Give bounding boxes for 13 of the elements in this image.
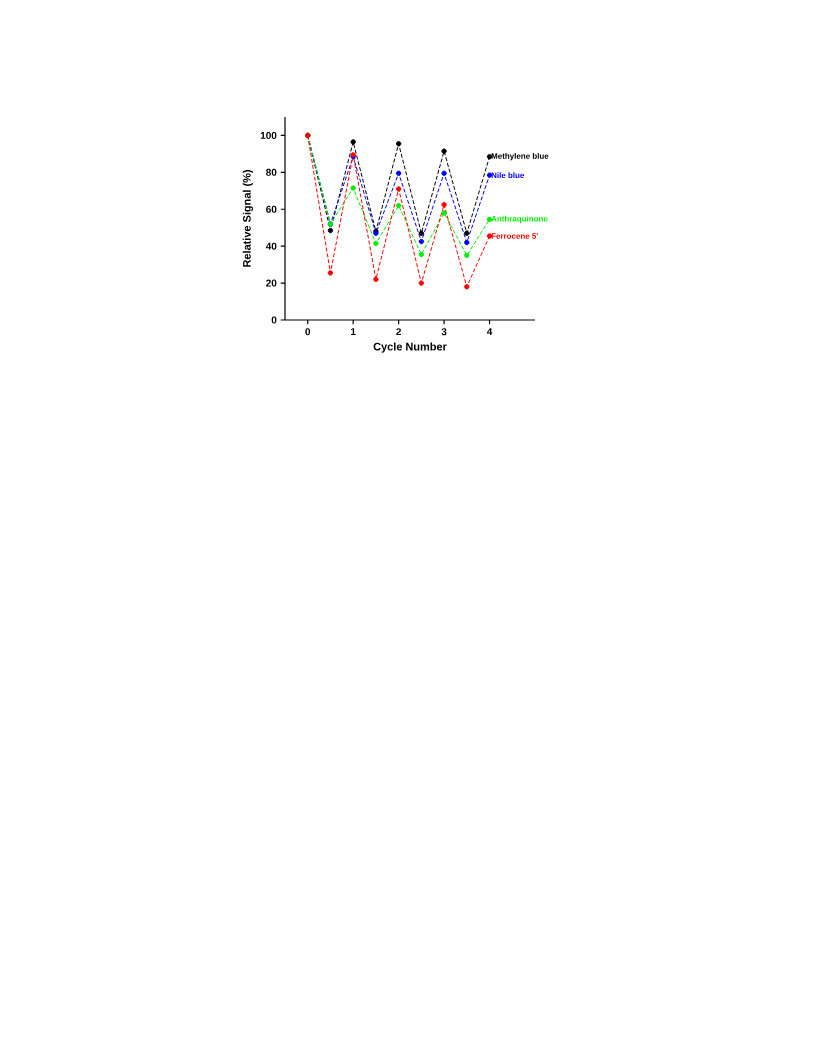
y-tick-label: 20 bbox=[266, 279, 277, 287]
y-tick-label: 80 bbox=[266, 168, 277, 176]
x-tick-label: 0 bbox=[305, 328, 311, 336]
x-tick-label: 3 bbox=[441, 328, 447, 336]
x-axis-title: Cycle Number bbox=[373, 342, 447, 353]
x-tick-label: 2 bbox=[396, 328, 401, 336]
y-tick-label: 100 bbox=[260, 131, 277, 139]
y-tick-label: 0 bbox=[271, 316, 277, 324]
y-axis-title: Relative Signal (%) bbox=[242, 170, 253, 267]
x-tick-label: 1 bbox=[351, 328, 356, 336]
x-tick-label: 4 bbox=[486, 328, 493, 336]
y-tick-label: 60 bbox=[266, 205, 277, 213]
y-tick-label: 40 bbox=[265, 242, 277, 250]
